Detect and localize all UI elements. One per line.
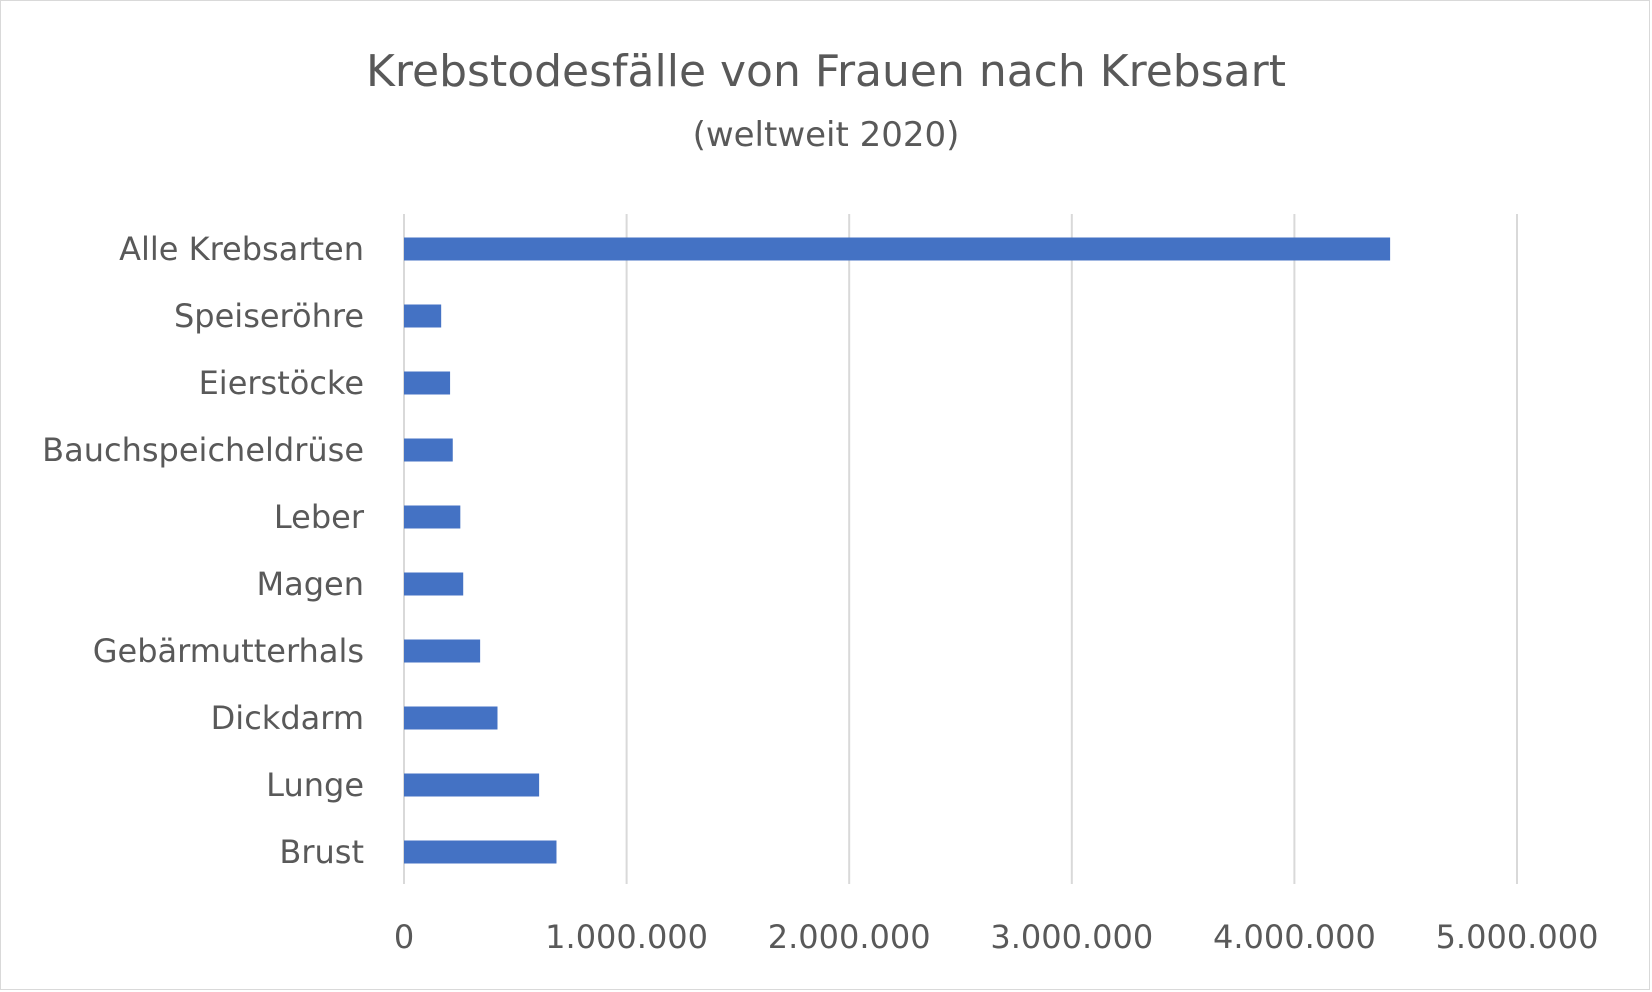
category-labels: Alle Krebsarten Speiseröhre Eierstöcke Bauc… [42, 230, 365, 871]
category-label-1: Speiseröhre [174, 297, 364, 335]
category-label-3: Bauchspeicheldrüse [42, 431, 364, 469]
x-tick-label-5: 5.000.000 [1436, 918, 1599, 956]
bar-9 [404, 840, 557, 864]
category-label-8: Lunge [266, 766, 364, 804]
category-label-4: Leber [274, 498, 365, 536]
bar-7 [404, 706, 498, 730]
bar-2 [404, 371, 451, 395]
category-label-9: Brust [279, 833, 364, 871]
bar-8 [404, 773, 540, 797]
bar-5 [404, 572, 464, 596]
gridlines [403, 214, 1518, 884]
chart-subtitle: (weltweit 2020) [693, 115, 960, 155]
category-label-6: Gebärmutterhals [93, 632, 364, 670]
category-label-7: Dickdarm [211, 699, 364, 737]
bar-3 [404, 438, 453, 462]
x-tick-label-1: 1.000.000 [545, 918, 708, 956]
bar-4 [404, 505, 461, 529]
chart-title: Krebstodesfälle von Frauen nach Krebsart [366, 46, 1286, 97]
x-tick-label-3: 3.000.000 [990, 918, 1153, 956]
x-tick-label-0: 0 [394, 918, 414, 956]
category-label-2: Eierstöcke [199, 364, 364, 402]
category-label-0: Alle Krebsarten [119, 230, 364, 268]
x-axis-tick-labels: 0 1.000.000 2.000.000 3.000.000 4.000.000 5.0… [394, 918, 1599, 956]
bar-6 [404, 639, 481, 663]
bars [404, 237, 1391, 864]
bar-0 [404, 237, 1391, 261]
x-tick-label-4: 4.000.000 [1213, 918, 1376, 956]
bar-1 [404, 304, 442, 328]
category-label-5: Magen [257, 565, 365, 603]
x-tick-label-2: 2.000.000 [768, 918, 931, 956]
